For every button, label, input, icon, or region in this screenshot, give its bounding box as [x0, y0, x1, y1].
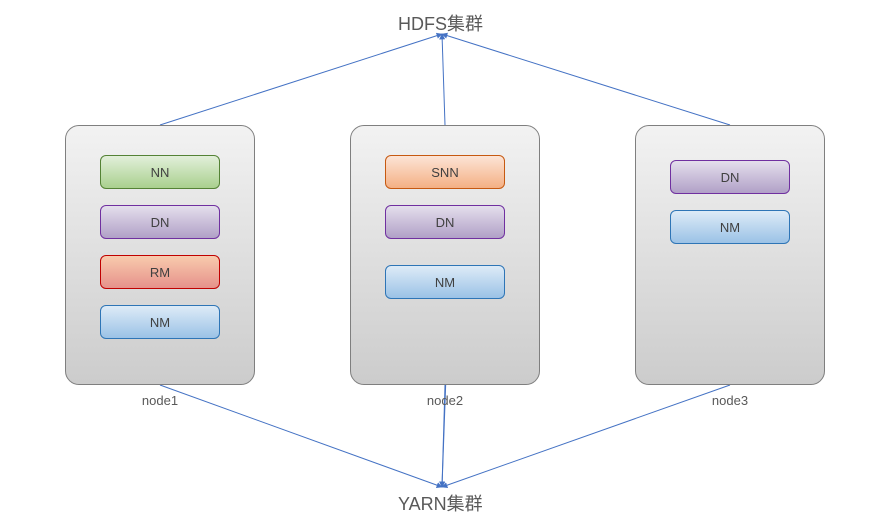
component-node2-nm: NM: [385, 265, 505, 299]
node-label-node2: node2: [415, 393, 475, 408]
component-node2-dn: DN: [385, 205, 505, 239]
component-node1-dn: DN: [100, 205, 220, 239]
component-node1-nn: NN: [100, 155, 220, 189]
edge-3: [160, 385, 442, 487]
node-label-node1: node1: [130, 393, 190, 408]
edge-0: [160, 34, 442, 125]
yarn-cluster-title: YARN集群: [398, 490, 483, 516]
component-node3-nm: NM: [670, 210, 790, 244]
edge-1: [442, 34, 445, 125]
component-node1-nm: NM: [100, 305, 220, 339]
edge-6: [442, 385, 730, 487]
node-label-node3: node3: [700, 393, 760, 408]
edge-2: [442, 34, 730, 125]
hdfs-cluster-title: HDFS集群: [398, 10, 483, 36]
component-node3-dn: DN: [670, 160, 790, 194]
component-node2-snn: SNN: [385, 155, 505, 189]
diagram-canvas: HDFS集群 YARN集群 node1 NN DN RM NM node2 SNN DN NM n…: [0, 0, 885, 528]
component-node1-rm: RM: [100, 255, 220, 289]
